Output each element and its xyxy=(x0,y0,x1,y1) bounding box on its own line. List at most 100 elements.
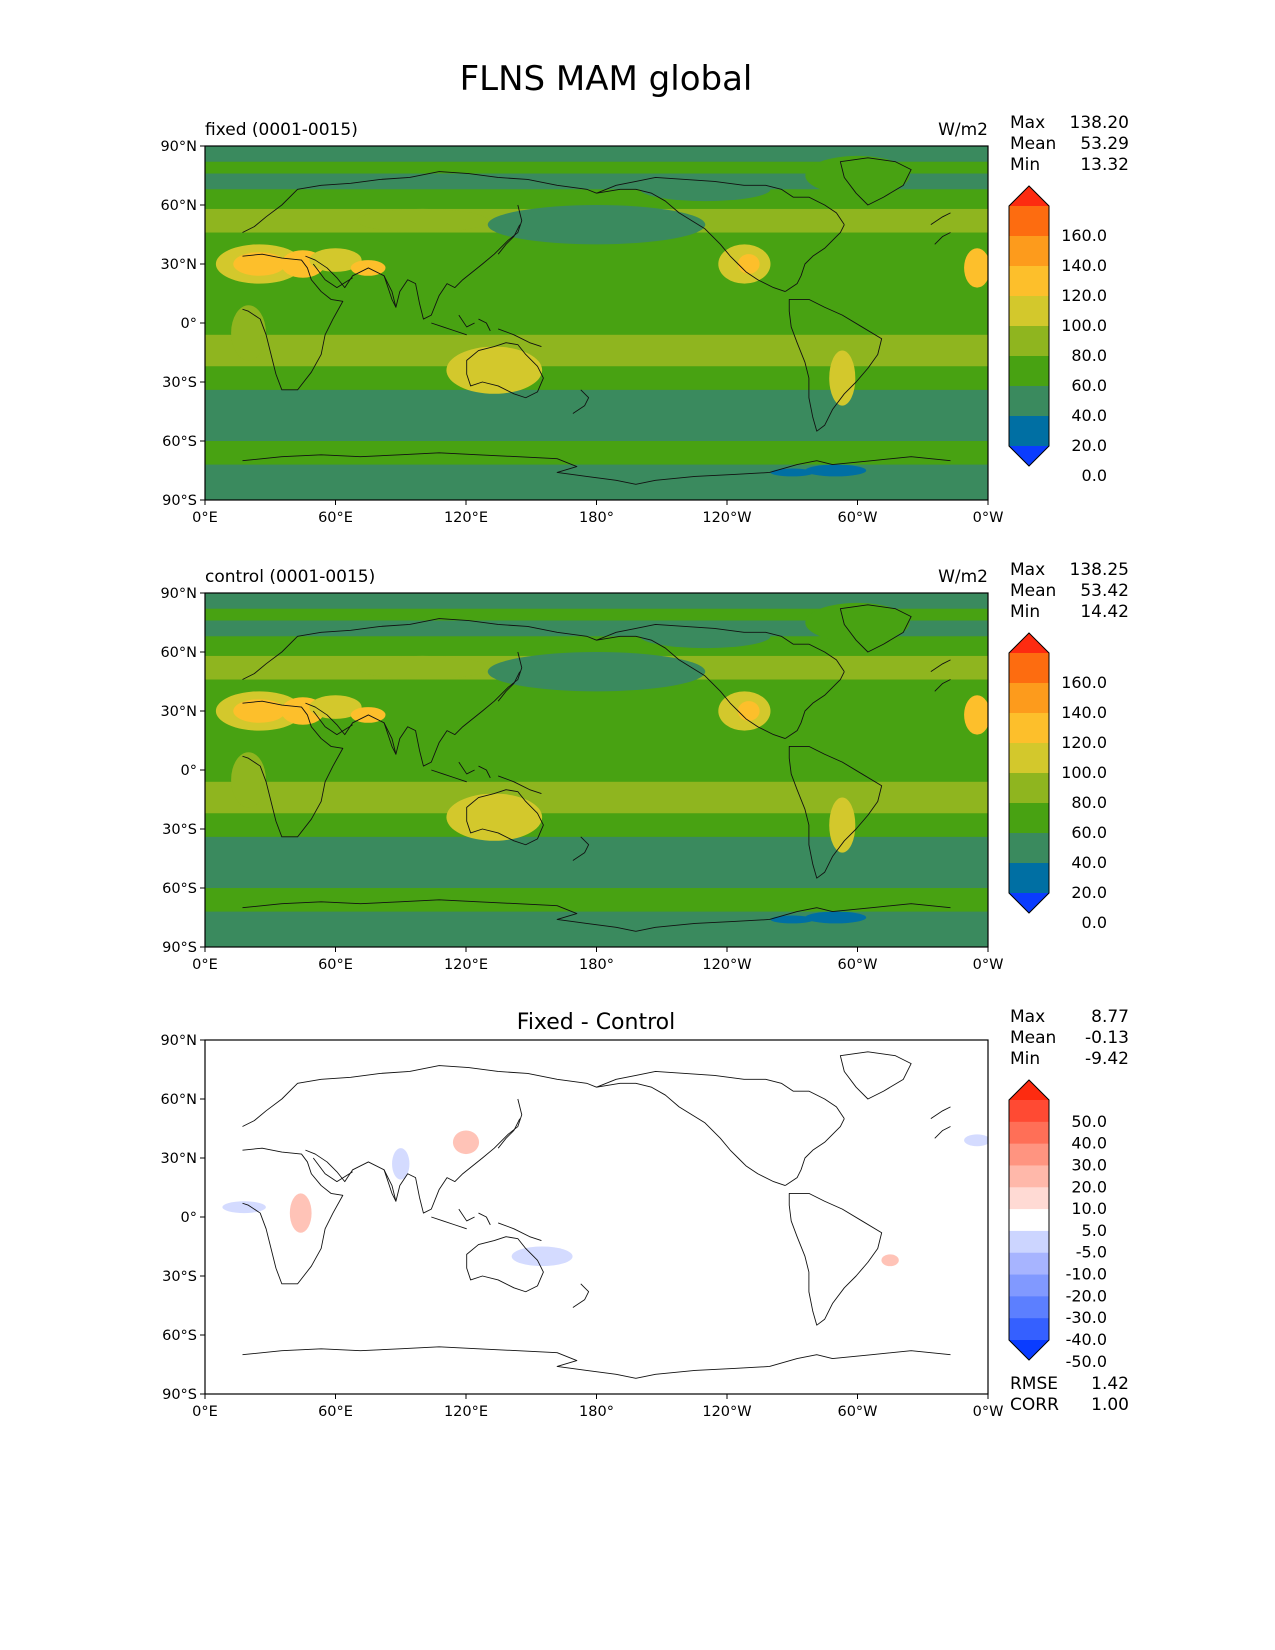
colorbar-tick-label: -40.0 xyxy=(1066,1330,1107,1349)
colorbar-tick-label: 20.0 xyxy=(1071,1177,1107,1196)
x-tick-label: 180° xyxy=(579,957,614,973)
y-tick-label: 0° xyxy=(181,316,197,332)
x-tick-label: 60°E xyxy=(318,1404,353,1420)
x-tick-label: 60°E xyxy=(318,510,353,526)
axes-control: 0°E 60°E 120°E 180° 120°W 60°W 0°W 90°N 60°N 30°N… xyxy=(160,586,1003,973)
x-tick-label: 0°W xyxy=(973,510,1004,526)
colorbar-tick-label: 20.0 xyxy=(1071,436,1107,455)
y-tick-label: 0° xyxy=(181,763,197,779)
y-tick-label: 90°S xyxy=(162,940,197,956)
colorbar-tick-label: 0.0 xyxy=(1082,913,1107,932)
x-tick-label: 120°W xyxy=(702,1404,751,1420)
y-tick-label: 30°N xyxy=(160,1151,197,1167)
colorbar-tick-label: 100.0 xyxy=(1061,316,1107,335)
colorbar-tick-label: 60.0 xyxy=(1071,823,1107,842)
colorbar-tick-label: 5.0 xyxy=(1082,1221,1107,1240)
stat-value: 53.42 xyxy=(1080,581,1129,601)
stat-label: Mean xyxy=(1010,134,1056,154)
stat-label: Min xyxy=(1010,602,1040,622)
stat-value: 14.42 xyxy=(1080,602,1129,622)
stat-value: 13.32 xyxy=(1080,155,1129,175)
colorbar-tick-label: 100.0 xyxy=(1061,763,1107,782)
panel-title: control (0001-0015) xyxy=(205,567,375,587)
map-control xyxy=(204,592,989,948)
colorbar-tick-label: -20.0 xyxy=(1066,1286,1107,1305)
x-tick-label: 180° xyxy=(579,1404,614,1420)
y-tick-label: 90°S xyxy=(162,1387,197,1403)
stat-label: Mean xyxy=(1010,1028,1056,1048)
y-tick-label: 60°N xyxy=(160,1092,197,1108)
map-fixed xyxy=(204,145,989,501)
figure-title: FLNS MAM global xyxy=(460,59,753,99)
x-tick-label: 120°W xyxy=(702,510,751,526)
x-tick-label: 60°W xyxy=(837,1404,877,1420)
colorbar-tick-label: -5.0 xyxy=(1076,1243,1107,1262)
x-tick-label: 60°E xyxy=(318,957,353,973)
stat-label: Min xyxy=(1010,155,1040,175)
stat-label: Mean xyxy=(1010,581,1056,601)
colorbar-tick-label: 40.0 xyxy=(1071,1134,1107,1153)
panel-units: W/m2 xyxy=(938,567,988,587)
stat-label: Min xyxy=(1010,1049,1040,1069)
y-tick-label: 0° xyxy=(181,1210,197,1226)
stat-value: 1.00 xyxy=(1091,1395,1129,1415)
colorbar-tick-label: 80.0 xyxy=(1071,793,1107,812)
axes-diff: 0°E 60°E 120°E 180° 120°W 60°W 0°W 90°N 60°N 30°N… xyxy=(160,1033,1003,1420)
y-tick-label: 60°S xyxy=(162,434,197,450)
y-tick-label: 30°S xyxy=(162,375,197,391)
stat-label: CORR xyxy=(1010,1395,1059,1415)
x-tick-label: 180° xyxy=(579,510,614,526)
y-tick-label: 30°N xyxy=(160,704,197,720)
x-tick-label: 0°W xyxy=(973,1404,1004,1420)
x-tick-label: 120°W xyxy=(702,957,751,973)
colorbar-tick-label: -30.0 xyxy=(1066,1308,1107,1327)
y-tick-label: 60°N xyxy=(160,645,197,661)
x-tick-label: 0°E xyxy=(192,510,218,526)
x-tick-label: 120°E xyxy=(444,1404,488,1420)
colorbar-tick-label: 80.0 xyxy=(1071,346,1107,365)
y-tick-label: 90°S xyxy=(162,493,197,509)
stat-value: 8.77 xyxy=(1091,1007,1129,1027)
colorbar-tick-label: 50.0 xyxy=(1071,1112,1107,1131)
stat-label: Max xyxy=(1010,113,1045,133)
colorbar-tick-label: 40.0 xyxy=(1071,853,1107,872)
x-tick-label: 0°W xyxy=(973,957,1004,973)
stat-label: RMSE xyxy=(1010,1374,1058,1394)
colorbar-tick-label: 10.0 xyxy=(1071,1199,1107,1218)
colorbar-tick-label: 0.0 xyxy=(1082,466,1107,485)
colorbar-fixed: 160.0 140.0 120.0 100.0 80.0 60.0 40.0 20.0 0.0 xyxy=(1008,185,1107,485)
x-tick-label: 120°E xyxy=(444,510,488,526)
x-tick-label: 0°E xyxy=(192,1404,218,1420)
axes-fixed: 0°E 60°E 120°E 180° 120°W 60°W 0°W 90°N 60°N 30°N… xyxy=(160,139,1003,526)
colorbar-tick-label: -10.0 xyxy=(1066,1265,1107,1284)
x-tick-label: 120°E xyxy=(444,957,488,973)
y-tick-label: 90°N xyxy=(160,1033,197,1049)
y-tick-label: 30°N xyxy=(160,257,197,273)
colorbar-tick-label: -50.0 xyxy=(1066,1352,1107,1371)
colorbar-tick-label: 20.0 xyxy=(1071,883,1107,902)
y-tick-label: 90°N xyxy=(160,586,197,602)
stat-label: Max xyxy=(1010,1007,1045,1027)
stat-label: Max xyxy=(1010,560,1045,580)
y-tick-label: 60°S xyxy=(162,1328,197,1344)
stat-value: -0.13 xyxy=(1085,1028,1129,1048)
colorbar-diff: 50.0 40.0 30.0 20.0 10.0 5.0 -5.0 -10.0 -20.0 -30… xyxy=(1008,1079,1107,1371)
colorbar-tick-label: 120.0 xyxy=(1061,733,1107,752)
stat-value: 1.42 xyxy=(1091,1374,1129,1394)
panel-units: W/m2 xyxy=(938,120,988,140)
colorbar-tick-label: 160.0 xyxy=(1061,673,1107,692)
map-diff xyxy=(204,1039,989,1395)
colorbar-control: 160.0 140.0 120.0 100.0 80.0 60.0 40.0 20.0 0.0 xyxy=(1008,632,1107,932)
x-tick-label: 60°W xyxy=(837,510,877,526)
colorbar-tick-label: 120.0 xyxy=(1061,286,1107,305)
y-tick-label: 30°S xyxy=(162,1269,197,1285)
stat-value: 138.20 xyxy=(1070,113,1129,133)
stat-value: 138.25 xyxy=(1070,560,1129,580)
stat-value: -9.42 xyxy=(1085,1049,1129,1069)
colorbar-tick-label: 140.0 xyxy=(1061,703,1107,722)
y-tick-label: 90°N xyxy=(160,139,197,155)
colorbar-tick-label: 30.0 xyxy=(1071,1155,1107,1174)
panel-title: Fixed - Control xyxy=(517,1010,675,1035)
colorbar-tick-label: 160.0 xyxy=(1061,226,1107,245)
